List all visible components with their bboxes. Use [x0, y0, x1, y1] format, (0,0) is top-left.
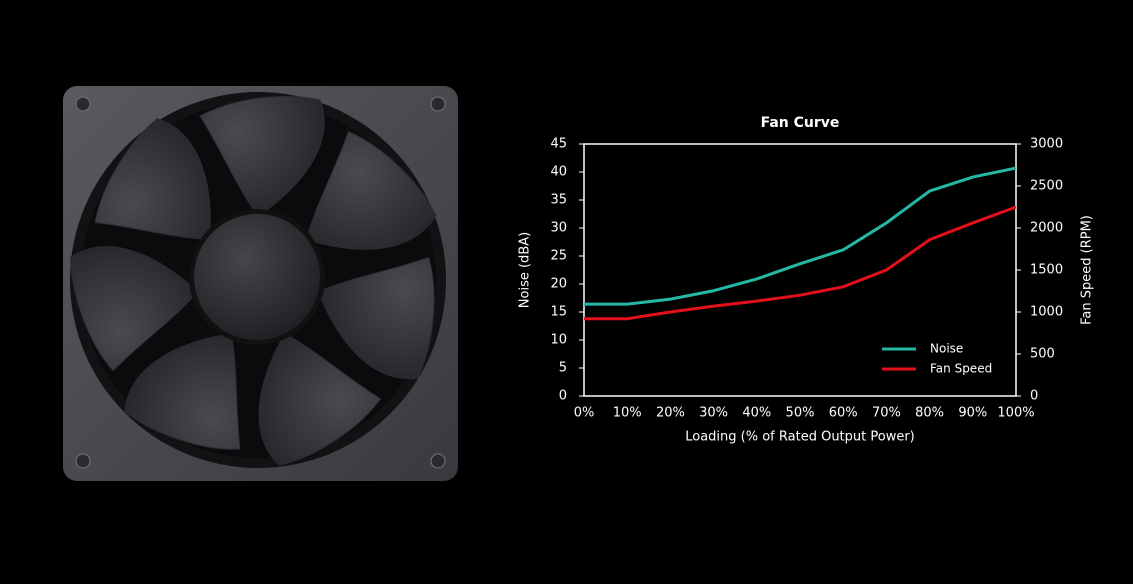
- x-tick-label: 80%: [915, 406, 944, 421]
- y-tick-label: 25: [550, 249, 567, 264]
- y-tick-label: 20: [550, 277, 567, 292]
- x-tick-label: 70%: [872, 406, 901, 421]
- y-tick-label: 5: [559, 361, 567, 376]
- screw: [75, 453, 91, 469]
- series-line: [584, 166, 1017, 306]
- plot-frame: [583, 143, 1017, 397]
- series-line: [584, 205, 1017, 321]
- x-tick-label: 10%: [613, 406, 642, 421]
- y-tick-label: 40: [550, 165, 567, 180]
- x-tick-label: 90%: [958, 406, 987, 421]
- fan-illustration: [63, 86, 458, 481]
- screw: [430, 96, 446, 112]
- y-tick-label: 10: [550, 333, 567, 348]
- y2-axis-label: Fan Speed (RPM): [1080, 215, 1095, 325]
- y2-tick-label: 3000: [1030, 137, 1063, 152]
- fan-hub: [194, 214, 320, 340]
- y2-tick-label: 0: [1030, 389, 1038, 404]
- y2-tick-label: 500: [1030, 347, 1055, 362]
- y-axis-label: Noise (dBA): [518, 232, 533, 308]
- x-tick-label: 60%: [829, 406, 858, 421]
- x-tick-label: 100%: [997, 406, 1034, 421]
- x-tick-label: 50%: [786, 406, 815, 421]
- y2-tick-label: 1000: [1030, 305, 1063, 320]
- y2-tick-label: 2500: [1030, 179, 1063, 194]
- y-tick-label: 45: [550, 137, 567, 152]
- screw: [75, 96, 91, 112]
- x-axis-label: Loading (% of Rated Output Power): [685, 430, 915, 445]
- x-tick-label: 20%: [656, 406, 685, 421]
- chart-title: Fan Curve: [761, 115, 840, 131]
- screw: [430, 453, 446, 469]
- y-tick-label: 35: [550, 193, 567, 208]
- y-tick-label: 0: [559, 389, 567, 404]
- y-tick-label: 30: [550, 221, 567, 236]
- legend-label: Noise: [930, 342, 963, 356]
- legend-label: Fan Speed: [930, 362, 992, 376]
- x-tick-label: 40%: [742, 406, 771, 421]
- y2-tick-label: 2000: [1030, 221, 1063, 236]
- y2-tick-label: 1500: [1030, 263, 1063, 278]
- x-tick-label: 30%: [699, 406, 728, 421]
- x-tick-label: 0%: [574, 406, 595, 421]
- y-tick-label: 15: [550, 305, 567, 320]
